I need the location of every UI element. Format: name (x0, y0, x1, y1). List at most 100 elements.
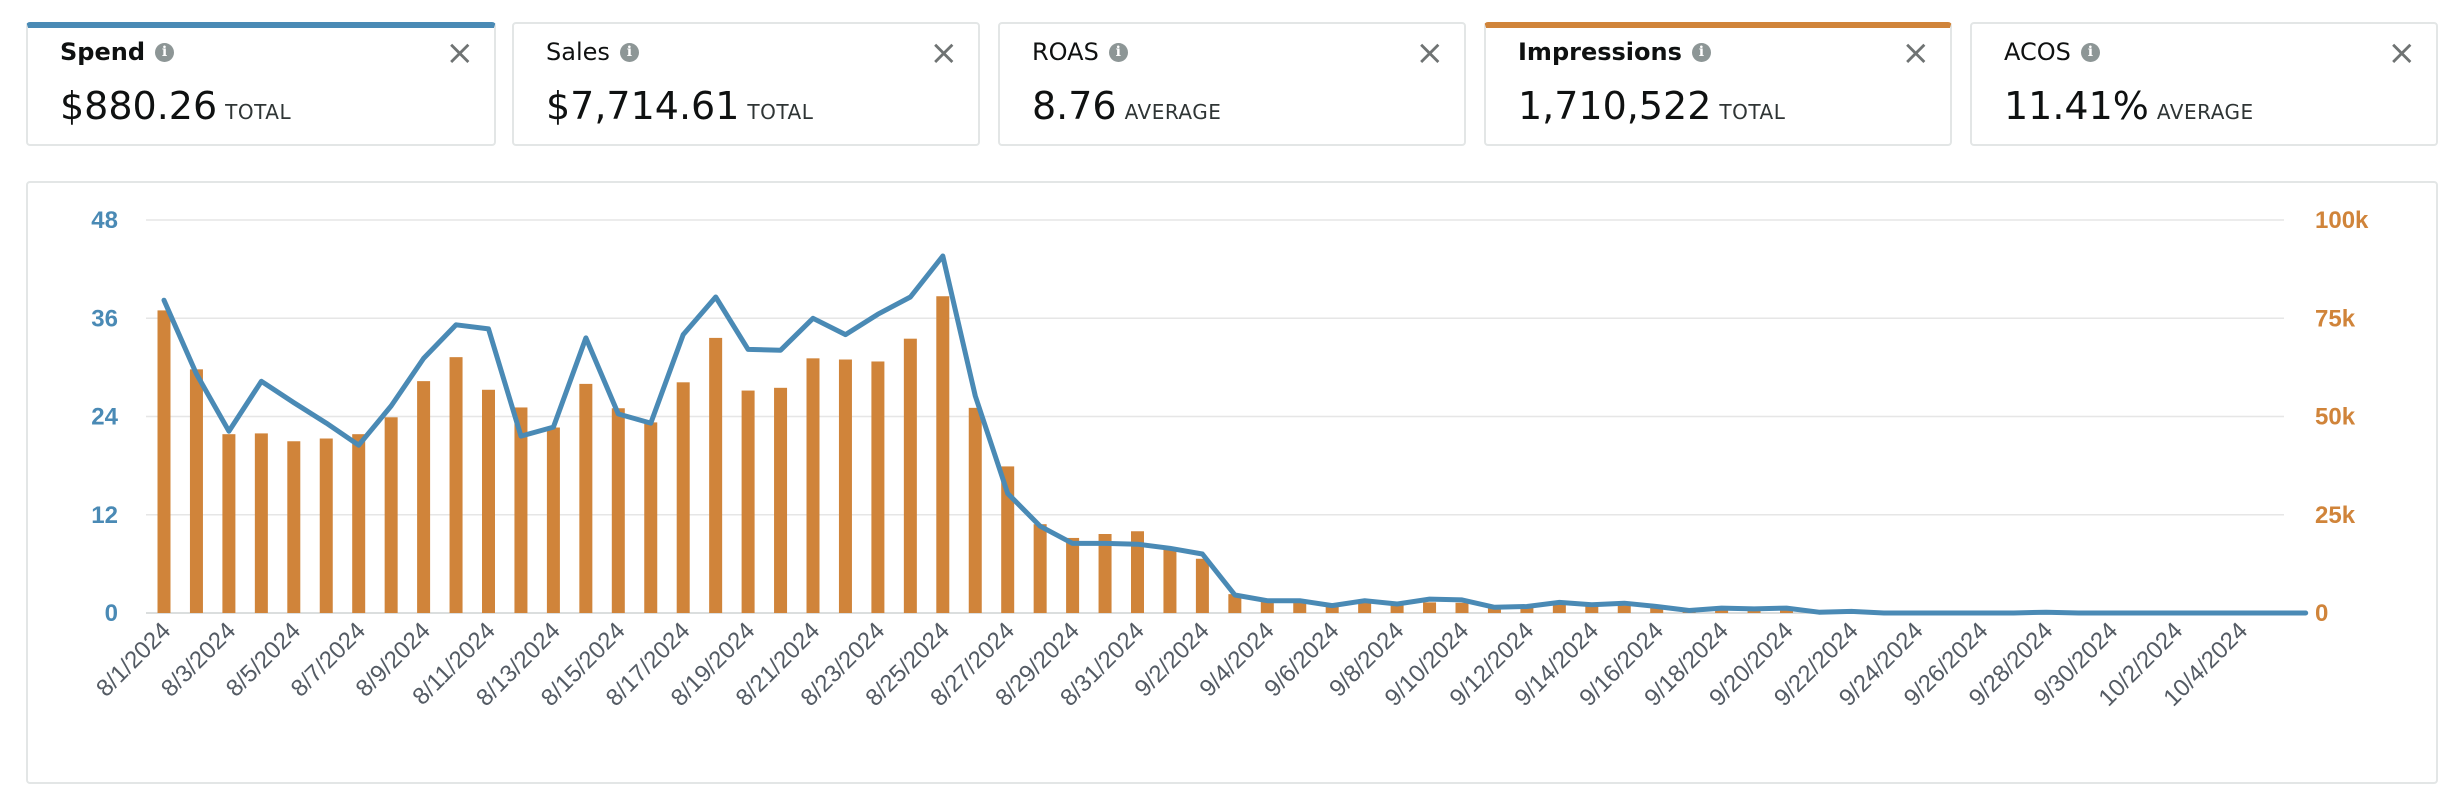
impressions-bar (676, 382, 690, 613)
impressions-bar (319, 438, 333, 613)
card-title-row: Impressions i (1518, 38, 1711, 66)
card-title: ACOS (2004, 38, 2071, 66)
y-left-tick-label: 48 (91, 207, 118, 234)
y-left-tick-label: 24 (91, 404, 118, 431)
impressions-bar (1195, 558, 1209, 613)
close-icon[interactable]: × (1901, 33, 1931, 73)
card-title-row: Sales i (546, 38, 639, 66)
impressions-bar (1650, 607, 1664, 613)
metric-value: $7,714.61 (546, 84, 740, 128)
metric-unit: AVERAGE (1124, 100, 1222, 124)
impressions-bar (1033, 524, 1047, 613)
metric-value: $880.26 (60, 84, 218, 128)
info-icon[interactable]: i (619, 42, 639, 62)
y-right-tick-label: 25k (2315, 502, 2356, 529)
impressions-bar (1585, 605, 1599, 613)
close-icon[interactable]: × (1415, 33, 1445, 73)
impressions-bar (352, 434, 366, 613)
metric: $880.26 TOTAL (60, 84, 291, 128)
card-title: Spend (60, 38, 146, 66)
y-left-tick-label: 0 (105, 600, 118, 627)
impressions-bar (384, 417, 398, 613)
metric-unit: TOTAL (225, 100, 292, 124)
card-title-row: Spend i (60, 38, 175, 66)
metric-card-acos[interactable]: ACOS i × 11.41% AVERAGE (1970, 22, 2438, 146)
y-right-tick-label: 75k (2315, 305, 2356, 332)
impressions-bar (968, 407, 982, 613)
card-title: Impressions (1518, 38, 1682, 66)
impressions-bar (871, 361, 885, 613)
y-right-tick-label: 0 (2315, 600, 2328, 627)
metric-value: 11.41% (2004, 84, 2149, 128)
impressions-bar (1358, 602, 1372, 613)
impressions-bar (1520, 606, 1534, 613)
metric: 8.76 AVERAGE (1032, 84, 1221, 128)
impressions-bar (774, 387, 788, 613)
metric-card-roas[interactable]: ROAS i × 8.76 AVERAGE (998, 22, 1466, 146)
impressions-bar (417, 381, 431, 613)
impressions-bar (1617, 605, 1631, 613)
impressions-bar (1228, 594, 1242, 613)
impressions-bar (1163, 548, 1177, 613)
close-icon[interactable]: × (929, 33, 959, 73)
impressions-bar (1325, 605, 1339, 613)
metric: $7,714.61 TOTAL (546, 84, 813, 128)
metric-unit: TOTAL (747, 100, 814, 124)
spend-line (161, 253, 2309, 616)
impressions-bar (1260, 601, 1274, 613)
impressions-bar (449, 357, 463, 613)
impressions-bar (903, 338, 917, 613)
impressions-bar (222, 434, 236, 613)
impressions-bar (546, 427, 560, 613)
impressions-bar (189, 369, 203, 613)
card-title: ROAS (1032, 38, 1099, 66)
info-icon[interactable]: i (1691, 42, 1711, 62)
impressions-bar (806, 358, 820, 613)
impressions-bar (1455, 602, 1469, 613)
y-right-tick-label: 50k (2315, 404, 2356, 431)
impressions-bar (1098, 534, 1112, 613)
info-icon[interactable]: i (2080, 42, 2100, 62)
info-icon[interactable]: i (155, 42, 175, 62)
metric-card-spend[interactable]: Spend i × $880.26 TOTAL (26, 22, 496, 146)
metric: 1,710,522 TOTAL (1518, 84, 1785, 128)
metric-value: 1,710,522 (1518, 84, 1712, 128)
impressions-bar (1715, 608, 1729, 613)
y-left-tick-label: 36 (91, 305, 118, 332)
impressions-bar (838, 359, 852, 613)
y-left-tick-label: 12 (91, 502, 118, 529)
metric-unit: AVERAGE (2156, 100, 2254, 124)
card-title-row: ACOS i (2004, 38, 2100, 66)
impressions-bar (157, 310, 171, 613)
impressions-bar (936, 296, 950, 613)
impressions-bar (1293, 601, 1307, 613)
metric-card-sales[interactable]: Sales i × $7,714.61 TOTAL (512, 22, 980, 146)
metric-value: 8.76 (1032, 84, 1117, 128)
card-title: Sales (546, 38, 610, 66)
impressions-bar (644, 422, 658, 613)
impressions-bar (1066, 537, 1080, 613)
impressions-bar (1390, 605, 1404, 613)
impressions-bar (1552, 604, 1566, 613)
impressions-bar (1131, 531, 1144, 613)
impressions-bar (709, 337, 723, 613)
metric: 11.41% AVERAGE (2004, 84, 2254, 128)
y-right-tick-label: 100k (2315, 207, 2369, 234)
impressions-bar (1780, 608, 1793, 613)
impressions-bar (1001, 466, 1015, 613)
metric-card-impressions[interactable]: Impressions i × 1,710,522 TOTAL (1484, 22, 1952, 146)
impressions-bar (514, 407, 528, 613)
impressions-bar (579, 383, 593, 613)
info-icon[interactable]: i (1108, 42, 1128, 62)
impressions-bar (741, 390, 755, 613)
impressions-bar (287, 441, 301, 613)
impressions-bar (254, 433, 268, 613)
impressions-bar (1423, 602, 1437, 613)
close-icon[interactable]: × (2387, 33, 2417, 73)
card-title-row: ROAS i (1032, 38, 1128, 66)
impressions-bar (611, 408, 625, 613)
close-icon[interactable]: × (445, 33, 475, 73)
impressions-bar (482, 389, 495, 613)
metric-unit: TOTAL (1719, 100, 1786, 124)
